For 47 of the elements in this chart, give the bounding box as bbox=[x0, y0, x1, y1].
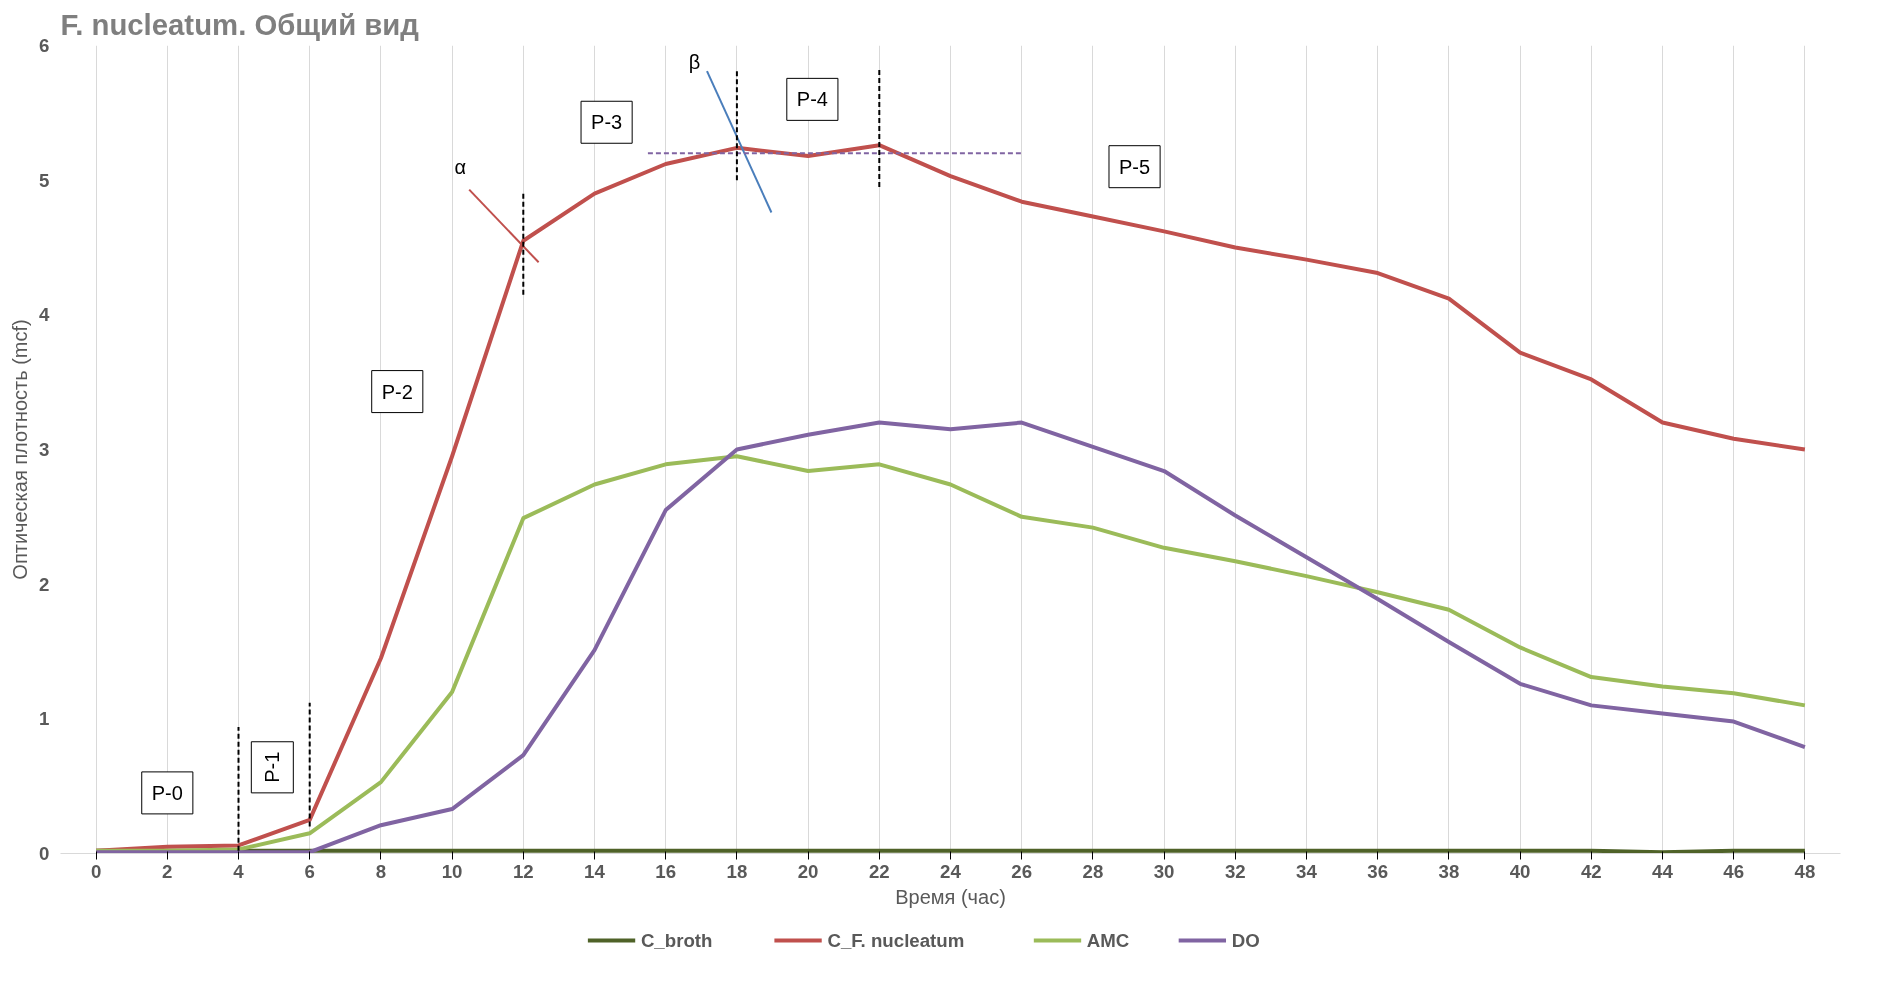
x-tick-label: 16 bbox=[655, 860, 677, 882]
x-tick-label: 0 bbox=[90, 860, 102, 882]
y-axis-title: Оптическая плотность (mcf) bbox=[9, 319, 32, 580]
legend-label: AMC bbox=[1086, 930, 1130, 951]
x-tick-label: 42 bbox=[1580, 860, 1602, 882]
x-tick-label: 4 bbox=[233, 860, 245, 882]
x-tick-label: 32 bbox=[1224, 860, 1246, 882]
annotation: P-0 bbox=[151, 781, 183, 804]
annotation: P-1 bbox=[261, 751, 284, 783]
legend-label: C_F. nucleatum bbox=[827, 930, 965, 951]
x-tick-label: 8 bbox=[375, 860, 387, 882]
annotation: P-3 bbox=[591, 111, 623, 134]
annotation: P-4 bbox=[796, 88, 828, 111]
x-tick-label: 24 bbox=[940, 860, 962, 882]
chart-title: F. nucleatum. Общий вид bbox=[60, 7, 420, 41]
y-tick-label: 1 bbox=[39, 708, 50, 730]
x-tick-label: 48 bbox=[1794, 860, 1816, 882]
y-tick-label: 5 bbox=[39, 169, 50, 191]
annotation: P-2 bbox=[381, 380, 413, 403]
x-tick-label: 44 bbox=[1652, 860, 1674, 882]
y-tick-label: 6 bbox=[39, 35, 50, 56]
x-tick-label: 28 bbox=[1082, 860, 1104, 882]
x-tick-label: 46 bbox=[1723, 860, 1745, 882]
x-axis-title: Время (час) bbox=[895, 885, 1006, 908]
y-tick-label: 0 bbox=[39, 843, 50, 864]
x-tick-label: 26 bbox=[1011, 860, 1033, 882]
y-tick-label: 2 bbox=[39, 573, 50, 595]
y-tick-label: 3 bbox=[39, 439, 50, 460]
annotation: P-5 bbox=[1118, 155, 1151, 178]
x-tick-label: 22 bbox=[868, 860, 890, 882]
x-tick-label: 10 bbox=[441, 860, 463, 882]
x-tick-label: 14 bbox=[584, 860, 606, 882]
legend-label: C_broth bbox=[640, 930, 713, 951]
legend-label: DO bbox=[1231, 930, 1260, 951]
x-tick-label: 20 bbox=[797, 860, 819, 882]
x-tick-label: 30 bbox=[1153, 860, 1175, 882]
y-tick-label: 4 bbox=[39, 304, 51, 326]
annotation: β bbox=[688, 50, 701, 73]
x-tick-label: 40 bbox=[1509, 860, 1531, 882]
annotation: α bbox=[454, 155, 467, 178]
x-tick-label: 2 bbox=[162, 860, 173, 882]
x-tick-label: 6 bbox=[304, 860, 315, 882]
x-tick-label: 18 bbox=[726, 860, 748, 882]
x-tick-label: 34 bbox=[1296, 860, 1318, 882]
x-tick-label: 12 bbox=[512, 860, 534, 882]
x-tick-label: 36 bbox=[1367, 860, 1389, 882]
x-tick-label: 38 bbox=[1438, 860, 1460, 882]
